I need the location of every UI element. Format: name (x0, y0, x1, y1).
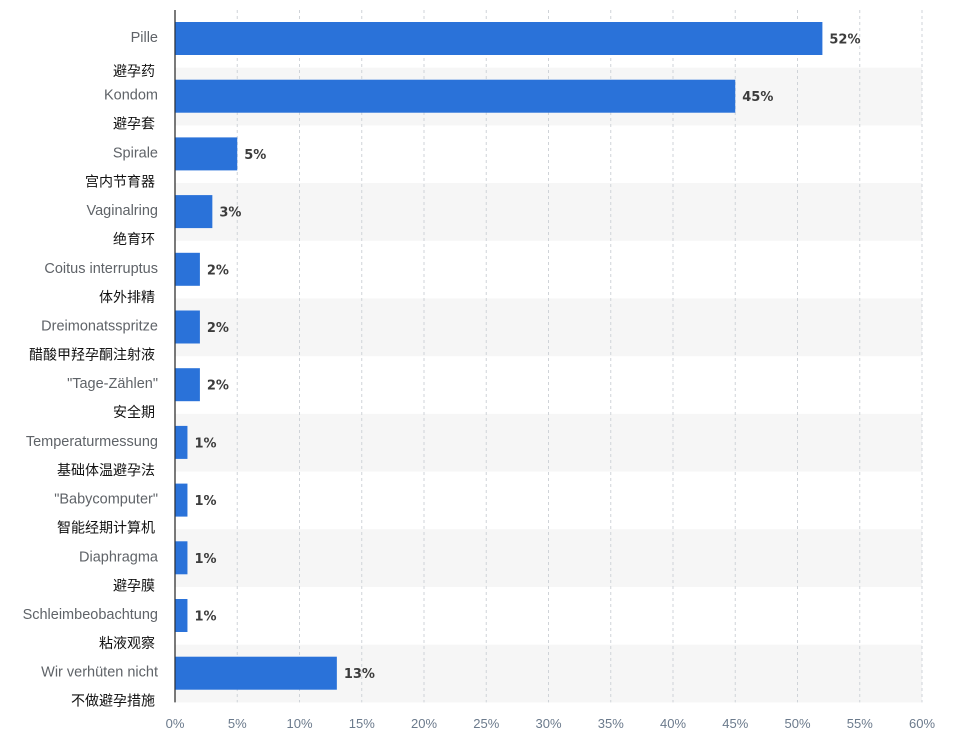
bar-value-label: 52% (829, 33, 860, 48)
bar[interactable] (175, 483, 188, 517)
category-translation: 宫内节育器 (85, 174, 155, 190)
x-tick-label: 25% (473, 716, 499, 731)
x-tick-label: 0% (166, 716, 185, 731)
bar-value-label: 1% (194, 610, 216, 625)
category-label: Vaginalring (87, 203, 158, 219)
category-label: Pille (131, 30, 158, 46)
category-translation: 避孕套 (113, 117, 155, 133)
x-tick-label: 30% (535, 716, 561, 731)
bar[interactable] (175, 368, 200, 402)
x-tick-label: 10% (286, 716, 312, 731)
category-translation: 避孕膜 (113, 578, 155, 594)
category-label: Spirale (113, 145, 158, 161)
bar-value-label: 1% (194, 494, 216, 509)
bar[interactable] (175, 310, 200, 344)
category-label: "Tage-Zählen" (67, 376, 158, 392)
bar[interactable] (175, 425, 188, 459)
bar-value-label: 1% (194, 552, 216, 567)
bar[interactable] (175, 137, 238, 171)
category-translation: 智能经期计算机 (57, 521, 155, 537)
x-tick-label: 20% (411, 716, 437, 731)
category-translation: 基础体温避孕法 (57, 462, 155, 479)
category-label: Dreimonatsspritze (41, 319, 158, 335)
category-label: Diaphragma (79, 549, 159, 565)
category-label: Wir verhüten nicht (41, 665, 158, 681)
bar-value-label: 5% (244, 148, 266, 163)
x-tick-label: 15% (349, 716, 375, 731)
category-translation: 避孕药 (113, 64, 155, 80)
bar-value-label: 2% (207, 263, 229, 278)
category-label: Kondom (104, 88, 158, 104)
x-tick-label: 35% (598, 716, 624, 731)
bar[interactable] (175, 79, 736, 113)
x-tick-label: 40% (660, 716, 686, 731)
bar[interactable] (175, 656, 337, 690)
category-translation: 安全期 (113, 404, 155, 421)
category-translation: 不做避孕措施 (71, 694, 155, 710)
x-tick-label: 50% (784, 716, 810, 731)
bar[interactable] (175, 195, 213, 229)
bar[interactable] (175, 541, 188, 575)
bar[interactable] (175, 252, 200, 286)
bar[interactable] (175, 599, 188, 632)
category-translation: 醋酸甲羟孕酮注射液 (29, 348, 155, 364)
bar-value-label: 1% (194, 436, 216, 451)
x-tick-label: 60% (909, 716, 935, 731)
category-label: Temperaturmessung (26, 434, 158, 450)
category-label: "Babycomputer" (54, 492, 158, 508)
bar-value-label: 3% (219, 206, 241, 221)
category-label: Coitus interruptus (44, 261, 158, 277)
category-translation: 体外排精 (99, 290, 155, 306)
x-tick-label: 45% (722, 716, 748, 731)
bar[interactable] (175, 22, 823, 55)
bar-value-label: 13% (344, 667, 375, 682)
category-label: Schleimbeobachtung (23, 607, 158, 623)
bar-value-label: 2% (207, 321, 229, 336)
category-translation: 粘液观察 (99, 635, 155, 652)
category-translation: 绝育环 (113, 232, 155, 248)
x-tick-label: 5% (228, 716, 247, 731)
bar-value-label: 45% (742, 90, 773, 105)
x-tick-label: 55% (847, 716, 873, 731)
bar-value-label: 2% (207, 379, 229, 394)
